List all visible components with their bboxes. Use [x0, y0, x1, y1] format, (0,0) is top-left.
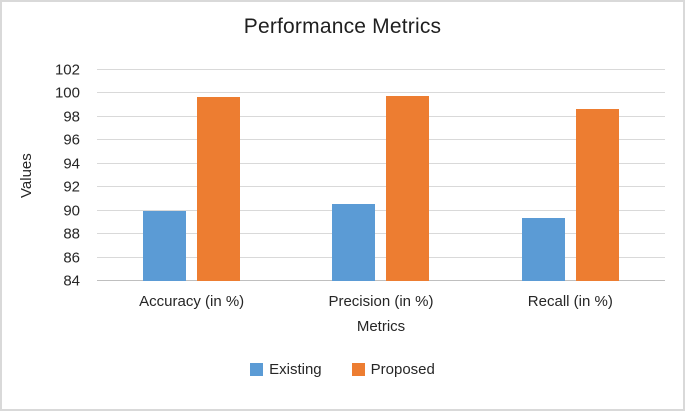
- legend-label: Existing: [269, 361, 322, 378]
- y-tick-label: 92: [63, 178, 80, 196]
- y-tick-label: 98: [63, 108, 80, 126]
- bar-proposed: [386, 95, 430, 281]
- gridline: [97, 162, 665, 164]
- legend-swatch-icon: [351, 363, 365, 376]
- y-tick-label: 94: [63, 155, 80, 173]
- gridline: [97, 256, 665, 258]
- bar-existing: [332, 203, 376, 281]
- x-axis-category-labels: Accuracy (in %) Precision (in %) Recall (i…: [97, 293, 665, 310]
- bar-existing: [521, 217, 565, 281]
- y-tick-label: 90: [63, 202, 80, 220]
- legend: Existing Proposed: [2, 361, 683, 378]
- legend-label: Proposed: [370, 361, 435, 378]
- bar-group: [97, 70, 286, 281]
- bar-proposed: [197, 96, 241, 281]
- bar-group: [286, 70, 475, 281]
- legend-swatch-icon: [250, 363, 264, 376]
- x-axis-title: Metrics: [356, 318, 406, 335]
- x-category-label: Precision (in %): [328, 293, 434, 310]
- gridline: [97, 69, 665, 70]
- bar-existing: [143, 210, 187, 281]
- y-tick-label: 96: [63, 131, 80, 149]
- plot-area: [97, 69, 665, 281]
- y-tick-label: 88: [63, 225, 80, 243]
- gridline: [97, 115, 665, 117]
- legend-item-existing: Existing: [250, 361, 322, 378]
- y-axis-tick-labels: 84 86 88 90 92 94 96 98 100 102: [2, 63, 80, 289]
- bar-proposed: [575, 108, 619, 281]
- chart-title: Performance Metrics: [243, 15, 442, 38]
- y-tick-label: 102: [54, 61, 80, 79]
- bar-group: [476, 70, 665, 281]
- x-axis-line: [97, 280, 665, 281]
- gridline: [97, 233, 665, 235]
- x-category-label: Accuracy (in %): [139, 293, 245, 310]
- gridline: [97, 139, 665, 141]
- gridline: [97, 92, 665, 94]
- x-category-label: Recall (in %): [527, 293, 613, 310]
- gridline: [97, 209, 665, 211]
- y-tick-label: 86: [63, 249, 80, 267]
- gridline: [97, 186, 665, 188]
- legend-item-proposed: Proposed: [351, 361, 435, 378]
- bar-groups: [97, 70, 665, 281]
- y-tick-label: 100: [54, 84, 80, 102]
- y-tick-label: 84: [63, 272, 80, 290]
